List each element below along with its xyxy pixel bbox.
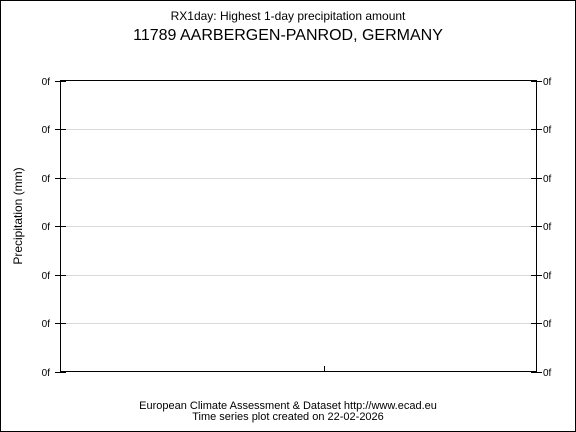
y-tick-labels-left: 0f 0f 0f 0f 0f 0f 0f	[42, 77, 51, 379]
footer-source: European Climate Assessment & Dataset ht…	[139, 400, 437, 412]
y-axis-ticks	[55, 81, 542, 373]
y-tick-label-right: 0f	[543, 271, 552, 282]
y-tick-label-right: 0f	[543, 319, 552, 330]
y-tick-label: 0f	[42, 125, 51, 136]
chart-subtitle: 11789 AARBERGEN-PANROD, GERMANY	[133, 27, 443, 44]
y-tick-label-right: 0f	[543, 222, 552, 233]
y-tick-label-right: 0f	[543, 368, 552, 379]
y-tick-label: 0f	[42, 77, 51, 88]
y-tick-label: 0f	[42, 222, 51, 233]
chart-title: RX1day: Highest 1-day precipitation amou…	[170, 9, 406, 23]
y-tick-label: 0f	[42, 271, 51, 282]
y-tick-labels-right: 0f 0f 0f 0f 0f 0f 0f	[543, 77, 552, 379]
y-tick-label-right: 0f	[543, 77, 552, 88]
y-tick-label: 0f	[42, 174, 51, 185]
footer-created-date: Time series plot created on 22-02-2026	[192, 411, 384, 423]
y-tick-label-right: 0f	[543, 174, 552, 185]
y-tick-label: 0f	[42, 368, 51, 379]
y-tick-label-right: 0f	[543, 125, 552, 136]
y-tick-label: 0f	[42, 319, 51, 330]
grid-lines	[60, 129, 537, 324]
